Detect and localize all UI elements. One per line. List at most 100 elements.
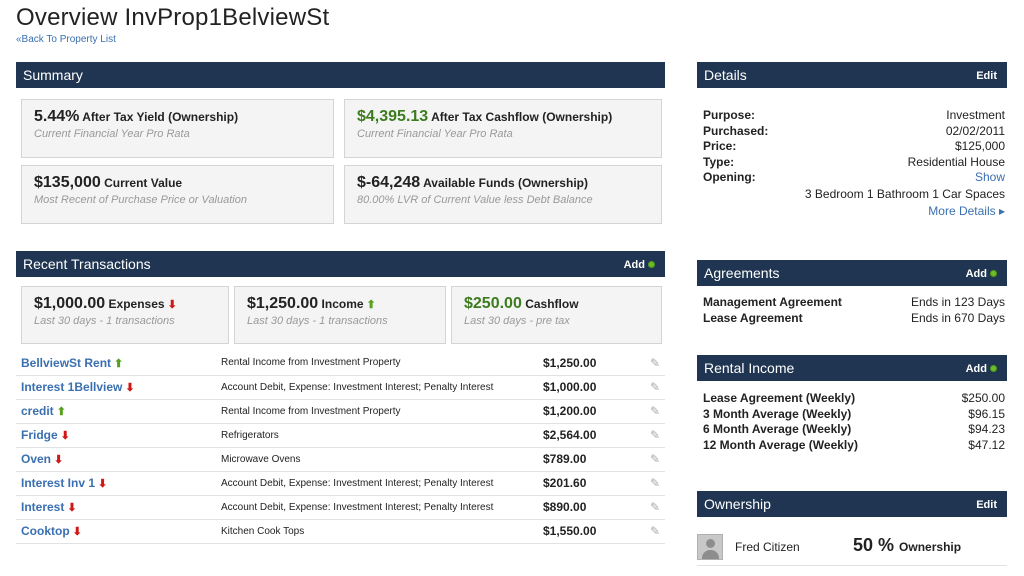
detail-type: Type: Residential House xyxy=(703,154,1005,169)
rental-income-row: 12 Month Average (Weekly) $47.12 xyxy=(703,437,1005,452)
transaction-name-link[interactable]: Cooktop xyxy=(21,524,70,538)
detail-opening: Opening: Show xyxy=(703,170,1005,184)
current-value-label: Current Value xyxy=(104,176,183,190)
transaction-amount: $1,200.00 xyxy=(538,399,628,424)
rental-income-title: Rental Income xyxy=(704,360,795,376)
owner-name: Fred Citizen xyxy=(735,540,800,554)
summary-header: Summary xyxy=(16,62,665,88)
transaction-name-link[interactable]: Oven xyxy=(21,452,52,466)
yield-label: After Tax Yield (Ownership) xyxy=(82,110,239,124)
transaction-description: Rental Income from Investment Property xyxy=(216,351,538,376)
transaction-name-link[interactable]: Interest xyxy=(21,500,65,514)
cashflow-label: After Tax Cashflow (Ownership) xyxy=(431,110,613,124)
current-value-value: $135,000 xyxy=(34,174,101,191)
add-circle-icon xyxy=(990,365,997,372)
arrow-down-icon: ⬇ xyxy=(167,299,177,311)
expenses-label: Expenses xyxy=(108,297,165,311)
table-row: Oven ⬇ Microwave Ovens $789.00 ✎ xyxy=(16,447,665,472)
yield-value: 5.44% xyxy=(34,108,80,125)
transaction-amount: $2,564.00 xyxy=(538,423,628,448)
table-row: Interest 1Bellview ⬇ Account Debit, Expen… xyxy=(16,375,665,400)
transaction-description: Kitchen Cook Tops xyxy=(216,519,538,544)
income-label: Income xyxy=(321,297,364,311)
table-row: Fridge ⬇ Refrigerators $2,564.00 ✎ xyxy=(16,423,665,448)
page-title: Overview InvProp1BelviewSt xyxy=(16,4,330,31)
pencil-icon[interactable]: ✎ xyxy=(628,351,665,376)
available-funds-label: Available Funds (Ownership) xyxy=(423,176,588,190)
summary-card-cashflow: $4,395.13 After Tax Cashflow (Ownership)… xyxy=(344,99,662,158)
add-transaction-button[interactable]: Add xyxy=(624,251,655,279)
edit-details-button[interactable]: Edit xyxy=(976,70,997,82)
ownership-percent: 50 % Ownership xyxy=(853,535,961,556)
add-agreement-label: Add xyxy=(965,268,987,280)
transaction-amount: $1,250.00 xyxy=(538,351,628,376)
summary-title: Summary xyxy=(23,67,83,83)
transaction-name-link[interactable]: Interest Inv 1 xyxy=(21,476,96,490)
cashflow-stat-value: $250.00 xyxy=(464,295,522,312)
add-transaction-label: Add xyxy=(623,259,645,271)
arrow-down-icon: ⬇ xyxy=(72,526,82,538)
transaction-name-link[interactable]: Fridge xyxy=(21,428,58,442)
cashflow-value: $4,395.13 xyxy=(357,108,429,125)
summary-card-available-funds: $-64,248 Available Funds (Ownership) 80.… xyxy=(344,165,662,224)
table-row: Interest ⬇ Account Debit, Expense: Invest… xyxy=(16,495,665,520)
cashflow-stat-sub: Last 30 days - pre tax xyxy=(464,315,570,327)
agreement-row: Management Agreement Ends in 123 Days xyxy=(703,295,1005,309)
more-details-link[interactable]: More Details ▸ xyxy=(928,203,1005,218)
table-row: credit ⬆ Rental Income from Investment Pr… xyxy=(16,399,665,424)
add-agreement-button[interactable]: Add xyxy=(966,260,997,288)
add-rental-income-label: Add xyxy=(965,363,987,375)
transaction-description: Account Debit, Expense: Investment Inter… xyxy=(216,495,538,520)
pencil-icon[interactable]: ✎ xyxy=(628,495,665,520)
transactions-table: BellviewSt Rent ⬆ Rental Income from Inve… xyxy=(16,351,665,544)
detail-purchased: Purchased: 02/02/2011 xyxy=(703,123,1005,138)
transaction-amount: $789.00 xyxy=(538,447,628,472)
transaction-description: Account Debit, Expense: Investment Inter… xyxy=(216,375,538,400)
pencil-icon[interactable]: ✎ xyxy=(628,399,665,424)
arrow-up-icon: ⬆ xyxy=(56,406,66,418)
rental-income-row: 6 Month Average (Weekly) $94.23 xyxy=(703,422,1005,436)
detail-purpose: Purpose: Investment xyxy=(703,108,1005,122)
transaction-amount: $1,550.00 xyxy=(538,519,628,544)
available-funds-sub: 80.00% LVR of Current Value less Debt Ba… xyxy=(357,194,593,206)
yield-sub: Current Financial Year Pro Rata xyxy=(34,128,190,140)
table-row: BellviewSt Rent ⬆ Rental Income from Inve… xyxy=(16,351,665,376)
details-list: Purpose: Investment Purchased: 02/02/2011 … xyxy=(703,108,1005,220)
rental-income-list: Lease Agreement (Weekly) $250.00 3 Month … xyxy=(703,391,1005,453)
ownership-header: Ownership Edit xyxy=(697,491,1007,517)
details-header: Details Edit xyxy=(697,62,1007,88)
recent-transactions-header: Recent Transactions Add xyxy=(16,251,665,277)
transaction-name-link[interactable]: BellviewSt Rent xyxy=(21,355,112,370)
detail-price: Price: $125,000 xyxy=(703,139,1005,153)
add-rental-income-button[interactable]: Add xyxy=(966,355,997,383)
income-sub: Last 30 days - 1 transactions xyxy=(247,315,388,327)
detail-rooms: 3 Bedroom 1 Bathroom 1 Car Spaces xyxy=(804,186,1005,201)
add-circle-icon xyxy=(990,270,997,277)
pencil-icon[interactable]: ✎ xyxy=(628,447,665,472)
arrow-down-icon: ⬇ xyxy=(54,454,64,466)
pencil-icon[interactable]: ✎ xyxy=(628,423,665,448)
show-opening-link[interactable]: Show xyxy=(974,170,1005,184)
current-value-sub: Most Recent of Purchase Price or Valuati… xyxy=(34,194,247,206)
ownership-title: Ownership xyxy=(704,496,771,512)
table-row: Cooktop ⬇ Kitchen Cook Tops $1,550.00 ✎ xyxy=(16,519,665,544)
available-funds-value: $-64,248 xyxy=(357,174,421,191)
back-to-property-list-link[interactable]: «Back To Property List xyxy=(16,34,116,45)
transaction-name-link[interactable]: credit xyxy=(21,404,54,418)
add-circle-icon xyxy=(648,261,655,268)
transaction-name-link[interactable]: Interest 1Bellview xyxy=(21,380,123,394)
cashflow-stat-label: Cashflow xyxy=(525,297,579,311)
pencil-icon[interactable]: ✎ xyxy=(628,375,665,400)
cashflow-stat: $250.00 Cashflow Last 30 days - pre tax xyxy=(451,286,662,344)
agreements-list: Management Agreement Ends in 123 Days Lea… xyxy=(703,295,1005,326)
summary-card-current-value: $135,000 Current Value Most Recent of Pu… xyxy=(21,165,334,224)
arrow-up-icon: ⬆ xyxy=(366,299,376,311)
agreements-title: Agreements xyxy=(704,265,780,281)
arrow-down-icon: ⬇ xyxy=(60,430,70,442)
rental-income-row: 3 Month Average (Weekly) $96.15 xyxy=(703,406,1005,421)
pencil-icon[interactable]: ✎ xyxy=(628,519,665,544)
pencil-icon[interactable]: ✎ xyxy=(628,471,665,496)
edit-ownership-button[interactable]: Edit xyxy=(976,499,997,511)
transaction-description: Rental Income from Investment Property xyxy=(216,399,538,424)
ownership-percent-label: Ownership xyxy=(899,540,962,554)
